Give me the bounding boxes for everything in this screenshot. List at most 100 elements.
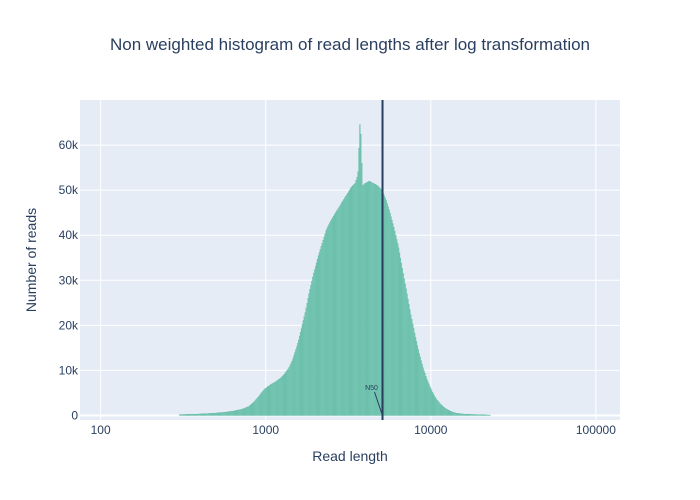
histogram-bar (224, 412, 226, 416)
histogram-bar (257, 397, 259, 416)
histogram-bar (275, 381, 277, 416)
histogram-bar (383, 195, 386, 416)
histogram-bar (466, 414, 469, 416)
histogram-bar (262, 391, 264, 416)
histogram-bar (467, 414, 469, 416)
histogram-bar (332, 215, 335, 416)
histogram-bar (445, 408, 447, 416)
histogram-bar (278, 379, 280, 416)
histogram-bar (279, 378, 281, 416)
histogram-bar (251, 403, 254, 416)
histogram-bar (374, 184, 376, 416)
histogram-bar (376, 185, 378, 416)
histogram-bar (444, 407, 446, 416)
histogram-bar (235, 410, 238, 416)
histogram-bar (189, 414, 191, 416)
histogram-bar (479, 414, 481, 416)
histogram-bar (426, 378, 428, 416)
histogram-bar (183, 414, 186, 416)
histogram-bar (357, 171, 359, 416)
histogram-bar (319, 249, 321, 416)
histogram-bar (198, 413, 200, 416)
histogram-bar (351, 186, 353, 416)
histogram-bar (342, 200, 344, 416)
histogram-bar (424, 373, 426, 416)
histogram-bar (366, 181, 369, 416)
histogram-bar (212, 413, 214, 416)
histogram-bar (211, 413, 213, 416)
n50-annotation-label: N50 (365, 385, 378, 392)
histogram-bar (346, 194, 348, 416)
histogram-bar (253, 401, 255, 416)
histogram-bar (329, 222, 331, 416)
histogram-bar (394, 231, 396, 416)
histogram-bar (463, 413, 465, 416)
histogram-bar (386, 203, 388, 416)
histogram-bar (333, 214, 336, 416)
histogram-bar (280, 377, 282, 416)
histogram-bar (421, 363, 423, 416)
histogram-bar (321, 243, 323, 416)
histogram-bar (301, 324, 304, 416)
histogram-bar (331, 217, 334, 416)
histogram-bar (276, 380, 278, 416)
histogram-bar (225, 411, 227, 416)
chart-title: Non weighted histogram of read lengths a… (110, 35, 590, 54)
histogram-bar (289, 364, 291, 416)
histogram-bar (452, 412, 454, 416)
histogram-bar (470, 414, 472, 416)
histogram-bar (314, 269, 316, 416)
histogram-bar (317, 255, 320, 416)
histogram-bar (483, 414, 485, 416)
histogram-bar (411, 319, 413, 416)
histogram-bar (423, 370, 425, 416)
histogram-bar (354, 182, 356, 416)
y-tick-label: 60k (59, 138, 79, 152)
histogram-bar (273, 382, 275, 416)
histogram-bar (185, 414, 188, 416)
histogram-bar (409, 309, 411, 416)
histogram-bar (210, 413, 212, 416)
histogram-bar (422, 367, 424, 416)
histogram-bar (415, 341, 418, 416)
histogram-bar (442, 406, 444, 416)
histogram-bar (408, 304, 410, 416)
histogram-bar (330, 220, 332, 416)
x-tick-label: 100000 (576, 423, 616, 437)
histogram-bar (451, 411, 453, 416)
histogram-bar (419, 356, 421, 416)
histogram-bar (475, 414, 477, 416)
histogram-bar (481, 414, 484, 416)
histogram-bar (432, 393, 435, 416)
histogram-bar (268, 385, 271, 416)
histogram-bar (390, 216, 392, 416)
histogram-bar (469, 414, 471, 416)
histogram-bar (364, 183, 366, 416)
histogram-bar (250, 404, 253, 416)
histogram-bar (407, 298, 409, 416)
y-axis-title: Number of reads (23, 208, 39, 312)
histogram-bar (363, 184, 365, 416)
histogram-bar (232, 411, 234, 416)
histogram-bar (320, 246, 322, 416)
histogram-bar (258, 395, 260, 416)
histogram-bar (284, 372, 287, 416)
histogram-bar (311, 280, 313, 416)
histogram-bar (318, 252, 320, 416)
histogram-bar (377, 185, 379, 416)
histogram-bar (402, 273, 404, 416)
histogram-bar (181, 414, 183, 416)
histogram-bar (249, 405, 251, 416)
histogram-bar (249, 404, 252, 416)
histogram-bar (179, 414, 181, 416)
histogram-bar (433, 395, 436, 416)
histogram-bar (373, 183, 375, 416)
histogram-bar (191, 414, 193, 416)
histogram-bar (458, 413, 460, 416)
histogram-bar (295, 349, 297, 416)
histogram-bar (231, 411, 233, 416)
histogram-bar (334, 212, 337, 416)
histogram-bar (417, 349, 419, 416)
histogram-bar (456, 413, 458, 416)
